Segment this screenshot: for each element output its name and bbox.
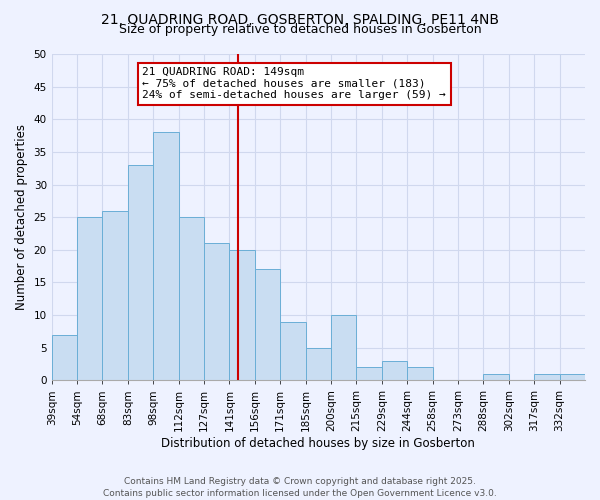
Bar [484, 374, 509, 380]
Bar [305, 348, 331, 380]
Bar [356, 367, 382, 380]
Bar [103, 210, 128, 380]
Bar [179, 217, 204, 380]
Bar [407, 367, 433, 380]
Bar [204, 243, 229, 380]
Bar [229, 250, 255, 380]
Bar [534, 374, 560, 380]
Bar [382, 360, 407, 380]
Bar [280, 322, 305, 380]
Y-axis label: Number of detached properties: Number of detached properties [15, 124, 28, 310]
Bar [77, 217, 103, 380]
Bar [153, 132, 179, 380]
Bar [255, 270, 280, 380]
Text: Contains HM Land Registry data © Crown copyright and database right 2025.
Contai: Contains HM Land Registry data © Crown c… [103, 476, 497, 498]
Bar [560, 374, 585, 380]
Text: 21, QUADRING ROAD, GOSBERTON, SPALDING, PE11 4NB: 21, QUADRING ROAD, GOSBERTON, SPALDING, … [101, 12, 499, 26]
Text: Size of property relative to detached houses in Gosberton: Size of property relative to detached ho… [119, 22, 481, 36]
Bar [331, 315, 356, 380]
X-axis label: Distribution of detached houses by size in Gosberton: Distribution of detached houses by size … [161, 437, 475, 450]
Text: 21 QUADRING ROAD: 149sqm
← 75% of detached houses are smaller (183)
24% of semi-: 21 QUADRING ROAD: 149sqm ← 75% of detach… [142, 67, 446, 100]
Bar [52, 334, 77, 380]
Bar [128, 165, 153, 380]
